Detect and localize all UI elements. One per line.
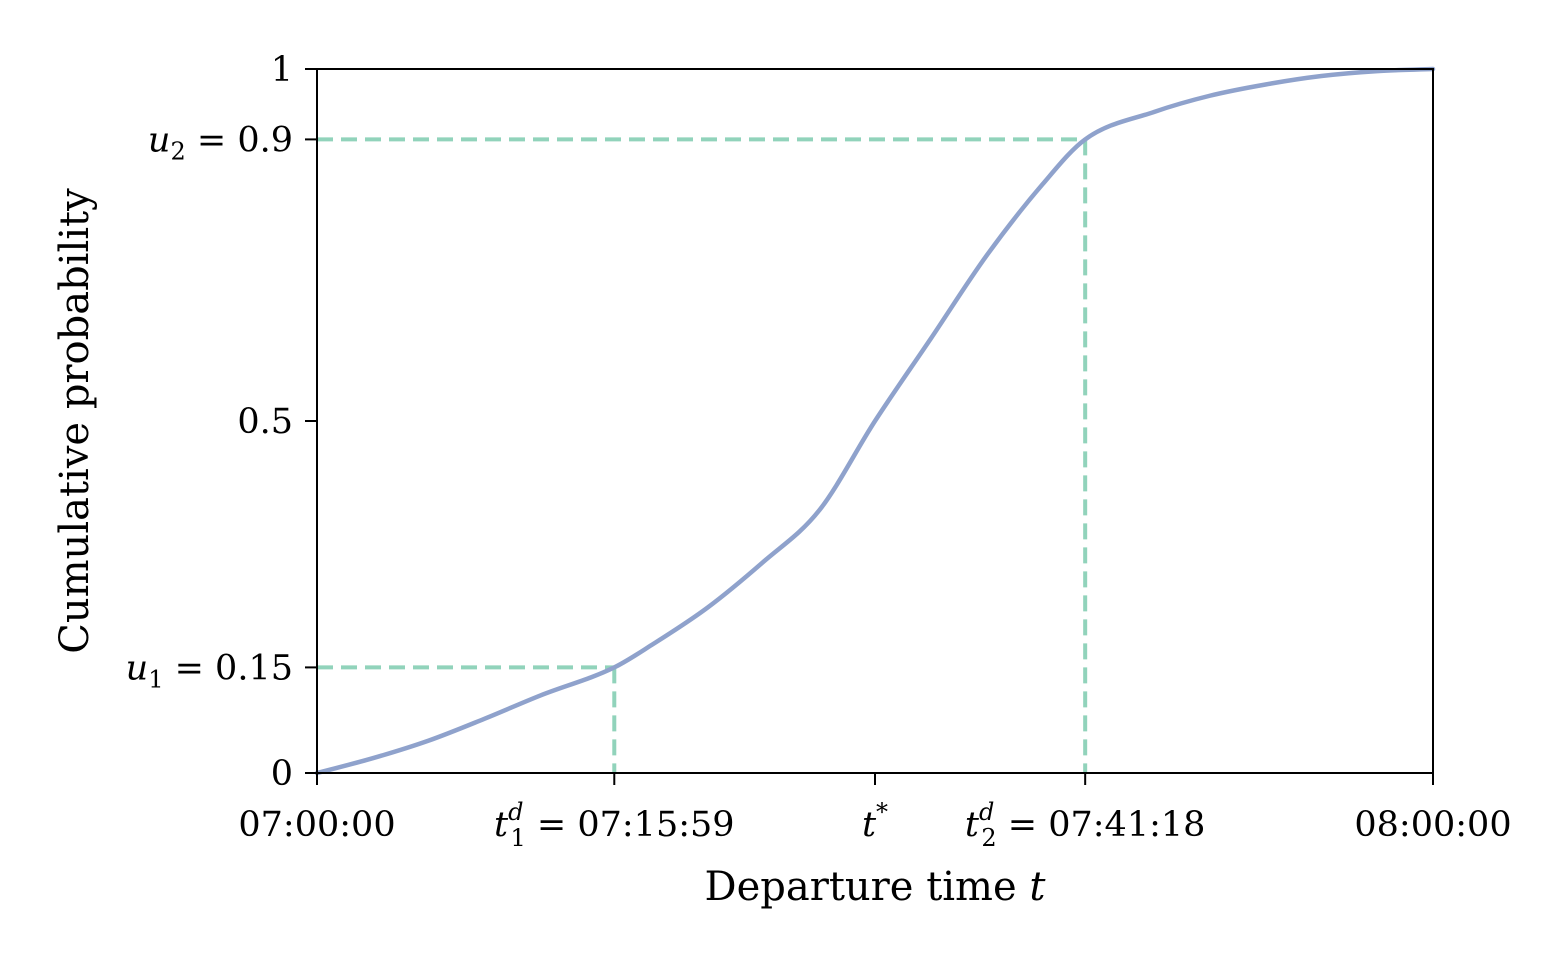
guide-lines: [317, 137, 1088, 773]
x-tick-label-4: td 2 = 07:41:18: [965, 798, 1206, 852]
y-axis-label: Cumulative probability: [52, 188, 98, 654]
x-tick-label-2: td 1 = 07:15:59: [494, 798, 735, 852]
x-axis-label: Departure time t: [705, 864, 1047, 910]
x-tick-label-1: 07:00:00: [238, 805, 395, 845]
cdf-curve: [314, 66, 1436, 776]
y-tick-label-2: u1 = 0.15: [126, 648, 293, 693]
y-tick-label-1: 0: [271, 754, 293, 794]
y-axis-ticks: 0 u1 = 0.15 0.5 u2 = 0.9 1: [126, 50, 317, 794]
x-axis-ticks: 07:00:00 td 1 = 07:15:59 t* td 2 = 07:41:18 08…: [238, 773, 1512, 852]
y-tick-label-3: 0.5: [237, 402, 293, 442]
x-tick-label-3: t*: [862, 798, 888, 845]
y-tick-label-4: u2 = 0.9: [148, 120, 293, 165]
y-tick-label-5: 1: [271, 50, 293, 90]
x-tick-label-5: 08:00:00: [1354, 805, 1511, 845]
